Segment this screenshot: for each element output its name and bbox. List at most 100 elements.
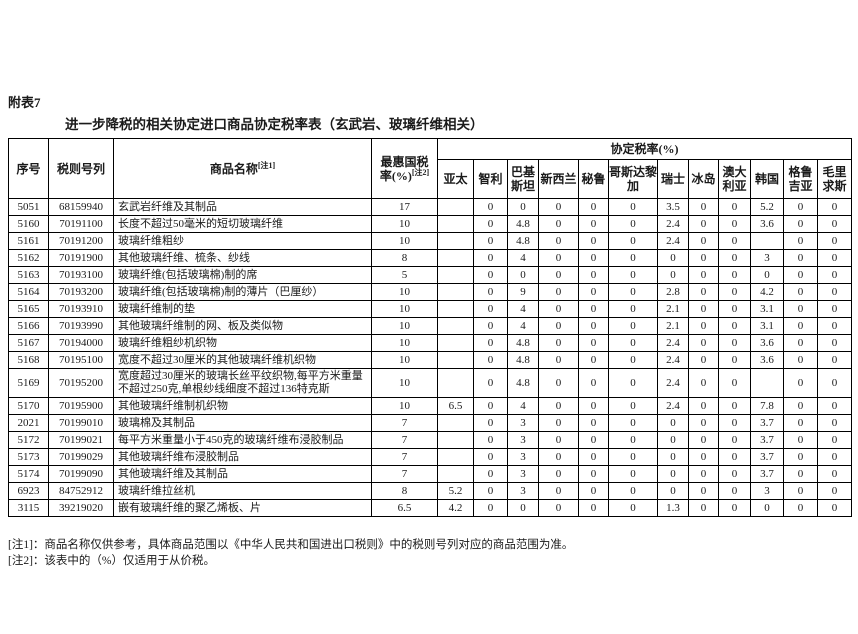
cell-agreement-rate: 3.6 — [750, 351, 784, 369]
cell-agreement-rate: 0 — [783, 448, 818, 466]
cell-agreement-rate: 0 — [473, 397, 508, 415]
cell-agreement-rate: 3.6 — [750, 215, 784, 233]
cell-agreement-rate: 0 — [507, 499, 539, 517]
cell-agreement-rate: 0 — [538, 198, 579, 216]
cell-agreement-rate: 0 — [688, 232, 719, 250]
cell-agreement-rate: 0 — [538, 283, 579, 301]
table-row: 5164 70193200 玻璃纤维(包括玻璃棉)制的薄片（巴厘纱） 10 0 9 0 0 0 2… — [8, 283, 852, 301]
cell-agreement-rate: 0 — [473, 215, 508, 233]
cell-agreement-rate: 9 — [507, 283, 539, 301]
cell-agreement-rate: 0 — [688, 499, 719, 517]
cell-agreement-rate: 0 — [538, 431, 579, 449]
table-header-row-2: 亚太 智利 巴基斯坦 新西兰 秘鲁 哥斯达黎加 瑞士 冰岛 澳大利亚 韩国 格鲁吉亚 毛里求斯 — [9, 159, 852, 199]
cell-agreement-rate: 4.2 — [437, 499, 474, 517]
cell-agreement-rate: 0 — [783, 499, 818, 517]
cell-agreement-rate: 0 — [688, 266, 719, 284]
col-header-serial: 序号 — [8, 138, 49, 199]
cell-agreement-rate: 0 — [718, 215, 751, 233]
cell-agreement-rate: 3 — [507, 465, 539, 483]
cell-agreement-rate: 2.4 — [657, 232, 689, 250]
cell-product-name: 其他玻璃纤维制的网、板及类似物 — [113, 317, 372, 335]
cell-agreement-rate: 2.8 — [657, 283, 689, 301]
cell-mfn-rate: 8 — [371, 249, 438, 267]
table-row: 5160 70191100 长度不超过50毫米的短切玻璃纤维 10 0 4.8 0 0 0 2.4… — [8, 215, 852, 233]
cell-serial: 5165 — [8, 300, 49, 318]
cell-agreement-rate: 0 — [608, 431, 658, 449]
cell-agreement-rate: 4.8 — [507, 232, 539, 250]
cell-agreement-rate: 3 — [507, 482, 539, 500]
cell-agreement-rate: 0 — [538, 465, 579, 483]
cell-agreement-rate: 0 — [783, 300, 818, 318]
cell-agreement-rate: 0 — [783, 334, 818, 352]
cell-tariff-code: 70195900 — [48, 397, 114, 415]
cell-product-name: 玻璃纤维(包括玻璃棉)制的席 — [113, 266, 372, 284]
cell-agreement-rate — [437, 334, 474, 352]
cell-serial: 5051 — [8, 198, 49, 216]
cell-serial: 2021 — [8, 414, 49, 432]
cell-mfn-rate: 7 — [371, 448, 438, 466]
cell-agreement-rate: 0 — [783, 317, 818, 335]
col-header-tariff-code: 税则号列 — [48, 138, 114, 199]
cell-agreement-rate: 0 — [538, 351, 579, 369]
product-name-label: 商品名称 — [209, 161, 258, 176]
cell-serial: 5169 — [8, 368, 49, 398]
cell-mfn-rate: 10 — [371, 283, 438, 301]
cell-agreement-rate: 0 — [473, 300, 508, 318]
cell-agreement-rate: 0 — [817, 351, 852, 369]
cell-agreement-rate: 0 — [608, 414, 658, 432]
col-header-country: 智利 — [473, 159, 508, 199]
cell-agreement-rate: 0 — [688, 397, 719, 415]
cell-serial: 5173 — [8, 448, 49, 466]
cell-agreement-rate: 0 — [718, 431, 751, 449]
cell-agreement-rate: 0 — [688, 465, 719, 483]
cell-agreement-rate: 2.1 — [657, 317, 689, 335]
cell-agreement-rate: 2.4 — [657, 351, 689, 369]
cell-agreement-rate: 0 — [783, 198, 818, 216]
cell-serial: 5160 — [8, 215, 49, 233]
cell-agreement-rate: 0 — [538, 249, 579, 267]
cell-agreement-rate: 0 — [578, 249, 609, 267]
cell-agreement-rate: 0 — [608, 368, 658, 398]
cell-agreement-rate: 0 — [688, 317, 719, 335]
table-row: 5172 70199021 每平方米重量小于450克的玻璃纤维布浸胶制品 7 0 3 0 0 0… — [8, 431, 852, 449]
cell-agreement-rate: 0 — [783, 215, 818, 233]
col-header-agreement-rates: 协定税率(%) — [437, 138, 852, 160]
cell-agreement-rate: 0 — [783, 431, 818, 449]
col-header-country: 巴基斯坦 — [507, 159, 539, 199]
cell-agreement-rate: 0 — [817, 249, 852, 267]
cell-product-name: 宽度不超过30厘米的其他玻璃纤维机织物 — [113, 351, 372, 369]
cell-agreement-rate: 4.8 — [507, 368, 539, 398]
note2-ref: [注2] — [411, 167, 430, 177]
cell-agreement-rate: 0 — [538, 482, 579, 500]
cell-tariff-code: 70199029 — [48, 448, 114, 466]
cell-agreement-rate: 0 — [578, 368, 609, 398]
cell-agreement-rate: 2.4 — [657, 397, 689, 415]
cell-tariff-code: 70195100 — [48, 351, 114, 369]
cell-agreement-rate: 3 — [507, 431, 539, 449]
table-row: 5169 70195200 宽度超过30厘米的玻璃长丝平纹织物,每平方米重量不超过2… — [8, 368, 852, 398]
cell-mfn-rate: 10 — [371, 368, 438, 398]
cell-agreement-rate: 0 — [473, 482, 508, 500]
cell-agreement-rate: 0 — [473, 334, 508, 352]
cell-agreement-rate: 0 — [473, 368, 508, 398]
col-header-country: 毛里求斯 — [817, 159, 852, 199]
cell-agreement-rate — [437, 198, 474, 216]
cell-agreement-rate: 0 — [538, 215, 579, 233]
cell-agreement-rate: 0 — [578, 482, 609, 500]
cell-agreement-rate: 0 — [657, 249, 689, 267]
cell-agreement-rate: 0 — [718, 198, 751, 216]
cell-agreement-rate: 0 — [608, 300, 658, 318]
cell-product-name: 其他玻璃纤维布浸胶制品 — [113, 448, 372, 466]
cell-agreement-rate: 3 — [507, 414, 539, 432]
cell-product-name: 玻璃纤维粗纱 — [113, 232, 372, 250]
cell-agreement-rate: 0 — [657, 431, 689, 449]
table-row: 5161 70191200 玻璃纤维粗纱 10 0 4.8 0 0 0 2.4 0 0 0 0 — [8, 232, 852, 250]
cell-agreement-rate: 0 — [578, 414, 609, 432]
cell-agreement-rate: 0 — [473, 351, 508, 369]
cell-agreement-rate: 0 — [817, 232, 852, 250]
table-row: 2021 70199010 玻璃棉及其制品 7 0 3 0 0 0 0 0 0 3.7 0 0 — [8, 414, 852, 432]
cell-agreement-rate: 0 — [578, 198, 609, 216]
cell-agreement-rate: 0 — [578, 351, 609, 369]
cell-product-name: 玻璃纤维拉丝机 — [113, 482, 372, 500]
cell-agreement-rate: 7.8 — [750, 397, 784, 415]
